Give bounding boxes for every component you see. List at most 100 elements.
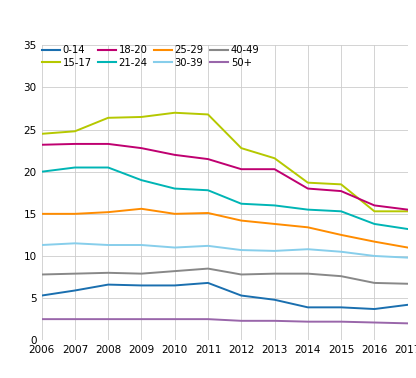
30-39 xyxy=(239,248,244,253)
50+ xyxy=(72,317,77,321)
0-14 xyxy=(206,280,210,285)
15-17 xyxy=(106,116,111,120)
25-29 xyxy=(372,239,377,244)
30-39 xyxy=(206,243,210,248)
0-14 xyxy=(372,307,377,311)
0-14 xyxy=(72,288,77,293)
15-17 xyxy=(206,112,210,117)
30-39 xyxy=(372,254,377,258)
25-29 xyxy=(172,212,177,216)
25-29 xyxy=(405,245,410,250)
21-24 xyxy=(305,208,310,212)
25-29 xyxy=(272,222,277,226)
50+ xyxy=(405,321,410,325)
40-49 xyxy=(39,272,44,277)
18-20 xyxy=(372,203,377,208)
15-17 xyxy=(272,156,277,161)
50+ xyxy=(372,320,377,325)
0-14 xyxy=(305,305,310,310)
21-24 xyxy=(72,165,77,170)
Legend: 0-14, 15-17, 18-20, 21-24, 25-29, 30-39, 40-49, 50+: 0-14, 15-17, 18-20, 21-24, 25-29, 30-39,… xyxy=(42,45,260,68)
21-24 xyxy=(172,186,177,191)
40-49 xyxy=(305,271,310,276)
18-20 xyxy=(405,208,410,212)
40-49 xyxy=(239,272,244,277)
18-20 xyxy=(139,146,144,150)
21-24 xyxy=(106,165,111,170)
0-14 xyxy=(272,297,277,302)
15-17 xyxy=(172,110,177,115)
50+ xyxy=(139,317,144,321)
18-20 xyxy=(305,186,310,191)
21-24 xyxy=(139,178,144,183)
21-24 xyxy=(405,227,410,231)
25-29 xyxy=(106,210,111,214)
50+ xyxy=(39,317,44,321)
25-29 xyxy=(206,211,210,215)
40-49 xyxy=(372,280,377,285)
0-14 xyxy=(239,293,244,298)
25-29 xyxy=(72,212,77,216)
Line: 40-49: 40-49 xyxy=(42,269,408,284)
0-14 xyxy=(339,305,344,310)
18-20 xyxy=(239,167,244,172)
15-17 xyxy=(305,180,310,185)
18-20 xyxy=(272,167,277,172)
0-14 xyxy=(39,293,44,298)
50+ xyxy=(339,319,344,324)
21-24 xyxy=(339,209,344,214)
21-24 xyxy=(206,188,210,192)
25-29 xyxy=(139,206,144,211)
18-20 xyxy=(106,142,111,146)
40-49 xyxy=(172,269,177,273)
15-17 xyxy=(372,209,377,214)
25-29 xyxy=(39,212,44,216)
50+ xyxy=(106,317,111,321)
18-20 xyxy=(206,157,210,161)
30-39 xyxy=(172,245,177,250)
40-49 xyxy=(106,271,111,275)
Line: 30-39: 30-39 xyxy=(42,243,408,258)
0-14 xyxy=(405,302,410,307)
18-20 xyxy=(339,189,344,194)
21-24 xyxy=(272,203,277,208)
40-49 xyxy=(72,271,77,276)
0-14 xyxy=(139,283,144,288)
15-17 xyxy=(239,146,244,150)
30-39 xyxy=(339,249,344,254)
40-49 xyxy=(405,282,410,286)
25-29 xyxy=(305,225,310,229)
Line: 18-20: 18-20 xyxy=(42,144,408,210)
0-14 xyxy=(106,282,111,287)
30-39 xyxy=(39,243,44,247)
18-20 xyxy=(72,142,77,146)
15-17 xyxy=(139,115,144,119)
Line: 25-29: 25-29 xyxy=(42,209,408,248)
Line: 21-24: 21-24 xyxy=(42,167,408,229)
Line: 15-17: 15-17 xyxy=(42,113,408,211)
15-17 xyxy=(339,182,344,187)
50+ xyxy=(239,319,244,323)
50+ xyxy=(272,319,277,323)
Line: 50+: 50+ xyxy=(42,319,408,323)
50+ xyxy=(206,317,210,321)
21-24 xyxy=(239,201,244,206)
30-39 xyxy=(139,243,144,247)
18-20 xyxy=(39,143,44,147)
40-49 xyxy=(339,274,344,279)
30-39 xyxy=(405,256,410,260)
30-39 xyxy=(72,241,77,246)
25-29 xyxy=(339,232,344,237)
Line: 0-14: 0-14 xyxy=(42,283,408,309)
40-49 xyxy=(139,271,144,276)
18-20 xyxy=(172,153,177,157)
0-14 xyxy=(172,283,177,288)
15-17 xyxy=(39,132,44,136)
21-24 xyxy=(39,169,44,174)
30-39 xyxy=(272,249,277,253)
30-39 xyxy=(305,247,310,251)
30-39 xyxy=(106,243,111,247)
21-24 xyxy=(372,222,377,226)
50+ xyxy=(305,319,310,324)
40-49 xyxy=(272,271,277,276)
